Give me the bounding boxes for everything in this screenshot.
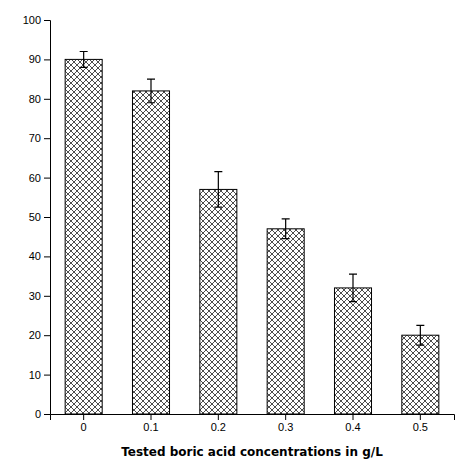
x-tick-mark: [285, 414, 286, 420]
x-tick: 0.4: [345, 414, 360, 433]
error-bar: [214, 172, 222, 207]
y-tick-label: 20: [29, 329, 41, 341]
x-axis-title: Tested boric acid concentrations in g/L: [121, 445, 383, 459]
y-tick-mark: [44, 414, 50, 415]
x-tick-label: 0.5: [413, 421, 428, 433]
error-bar-line: [349, 274, 357, 302]
bars: [65, 52, 439, 414]
x-tick: 0.3: [278, 414, 293, 433]
y-tick-mark: [44, 296, 50, 297]
y-tick: 20: [29, 329, 50, 341]
error-bar-line: [282, 219, 290, 239]
error-bar: [147, 79, 155, 103]
y-tick: 30: [29, 290, 50, 302]
chart: 0 0.1 0.2 0.3 0.4 0.5 0 10 20 30 40 50 60 70 80 90 100 Te…: [0, 0, 474, 474]
y-tick: 90: [29, 53, 50, 65]
y-tick-label: 60: [29, 172, 41, 184]
y-tick-label: 50: [29, 211, 41, 223]
x-tick: 0.1: [143, 414, 158, 433]
x-tick-label: 0.1: [143, 421, 158, 433]
x-axis: 0 0.1 0.2 0.3 0.4 0.5: [51, 414, 455, 433]
x-tick-mark: [420, 414, 421, 420]
error-bar-line: [416, 325, 424, 345]
y-tick-mark: [44, 256, 50, 257]
y-tick: 100: [23, 14, 50, 26]
x-tick: 0.5: [413, 414, 428, 433]
x-tick-mark: [218, 414, 219, 420]
y-tick-label: 70: [29, 132, 41, 144]
x-tick-mark: [83, 414, 84, 420]
x-tick-label: 0.4: [345, 421, 360, 433]
y-tick-mark: [44, 138, 50, 139]
bar: [132, 91, 169, 414]
bar: [334, 288, 371, 414]
error-bar: [282, 219, 290, 239]
y-tick-label: 0: [35, 408, 41, 420]
x-tick-label: 0.3: [278, 421, 293, 433]
x-tick: 0: [81, 414, 87, 433]
y-tick-mark: [44, 20, 50, 21]
x-tick-mark: [353, 414, 354, 420]
y-tick-mark: [44, 99, 50, 100]
bar: [200, 189, 237, 414]
error-bar-line: [80, 52, 88, 68]
error-bar: [80, 52, 88, 68]
error-bar-line: [214, 172, 222, 207]
y-tick-label: 90: [29, 53, 41, 65]
x-tick: 0.2: [211, 414, 226, 433]
y-tick-mark: [44, 335, 50, 336]
error-bar: [416, 325, 424, 345]
bar: [65, 59, 102, 414]
error-bar: [349, 274, 357, 302]
y-tick-mark: [44, 178, 50, 179]
error-bar-line: [147, 79, 155, 103]
x-tick-label: 0.2: [211, 421, 226, 433]
y-tick: 70: [29, 132, 50, 144]
y-tick: 80: [29, 93, 50, 105]
y-axis: 0 10 20 30 40 50 60 70 80 90 100: [23, 14, 51, 420]
x-tick-label: 0: [81, 421, 87, 433]
bar: [402, 335, 439, 414]
y-tick-label: 100: [23, 14, 41, 26]
bar: [267, 229, 304, 414]
y-tick: 60: [29, 172, 50, 184]
y-tick-mark: [44, 375, 50, 376]
y-tick-label: 40: [29, 250, 41, 262]
y-tick: 10: [29, 369, 50, 381]
y-tick: 50: [29, 211, 50, 223]
y-axis-line: [44, 21, 51, 415]
y-tick-mark: [44, 217, 50, 218]
y-tick-label: 30: [29, 290, 41, 302]
y-tick-label: 80: [29, 93, 41, 105]
y-tick: 40: [29, 250, 50, 262]
x-axis-line: [51, 415, 455, 421]
y-tick-label: 10: [29, 369, 41, 381]
x-tick-mark: [151, 414, 152, 420]
y-tick-mark: [44, 59, 50, 60]
plot: 0 0.1 0.2 0.3 0.4 0.5 0 10 20 30 40 50 60 70 80 90 100 Te…: [23, 14, 455, 459]
y-tick: 0: [35, 408, 50, 420]
